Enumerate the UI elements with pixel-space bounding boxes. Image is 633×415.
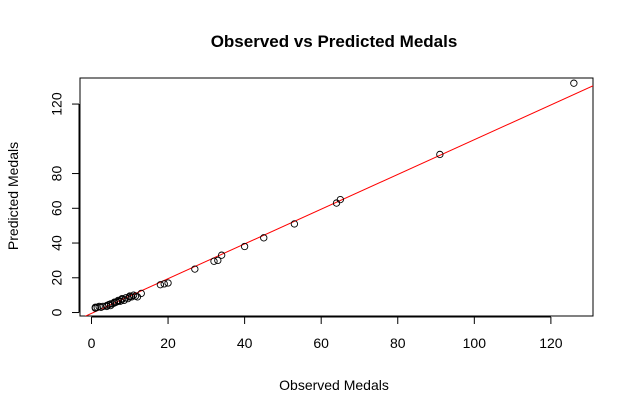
- data-point: [191, 265, 199, 273]
- x-axis-label: Observed Medals: [279, 377, 389, 393]
- y-axis: 0 20 40 60 80 120: [49, 92, 80, 316]
- data-point: [118, 294, 126, 303]
- reference-line-layer: [84, 85, 593, 316]
- points-layer: [91, 79, 578, 312]
- data-point: [128, 293, 136, 301]
- y-axis-label: Predicted Medals: [5, 142, 21, 250]
- chart-title: Observed vs Predicted Medals: [211, 32, 458, 51]
- data-point: [217, 251, 226, 259]
- x-tick-label: 100: [463, 335, 487, 351]
- x-tick-label: 80: [390, 335, 406, 351]
- x-tick-label: 0: [88, 335, 96, 351]
- y-tick-label: 120: [49, 92, 65, 116]
- x-tick-label: 20: [160, 335, 176, 351]
- data-point: [156, 281, 165, 289]
- data-point: [214, 256, 222, 265]
- x-axis: 0 20 40 60 80 100 120: [88, 316, 563, 351]
- data-point: [290, 220, 299, 228]
- y-tick-label: 0: [49, 308, 65, 316]
- data-point: [336, 195, 344, 204]
- data-point: [436, 150, 444, 159]
- data-point: [570, 79, 578, 87]
- data-point: [160, 280, 168, 288]
- data-point: [260, 234, 268, 242]
- x-tick-label: 120: [539, 335, 563, 351]
- data-point: [240, 242, 249, 251]
- y-tick-label: 60: [49, 200, 65, 216]
- data-point: [210, 257, 218, 265]
- y-tick-label: 40: [49, 235, 65, 251]
- y-tick-label: 20: [49, 270, 65, 286]
- data-point: [110, 298, 119, 306]
- plot-frame: [79, 77, 594, 317]
- data-point: [164, 279, 172, 287]
- x-tick-label: 40: [237, 335, 253, 351]
- fit-line: [84, 85, 593, 316]
- x-tick-label: 60: [313, 335, 329, 351]
- data-point: [137, 289, 145, 298]
- y-tick-label: 80: [49, 166, 65, 182]
